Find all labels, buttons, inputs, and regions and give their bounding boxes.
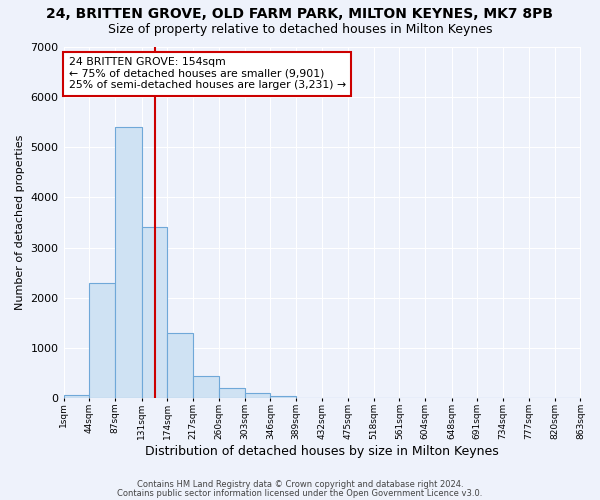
Text: Contains HM Land Registry data © Crown copyright and database right 2024.: Contains HM Land Registry data © Crown c… (137, 480, 463, 489)
Bar (219, 388, 245, 398)
Y-axis label: Number of detached properties: Number of detached properties (15, 135, 25, 310)
Bar (271, 396, 296, 398)
X-axis label: Distribution of detached houses by size in Milton Keynes: Distribution of detached houses by size … (145, 444, 499, 458)
Text: Size of property relative to detached houses in Milton Keynes: Size of property relative to detached ho… (108, 22, 492, 36)
Bar (64, 394, 89, 398)
Bar (89, 283, 115, 399)
Text: 24, BRITTEN GROVE, OLD FARM PARK, MILTON KEYNES, MK7 8PB: 24, BRITTEN GROVE, OLD FARM PARK, MILTON… (47, 8, 554, 22)
Text: 24 BRITTEN GROVE: 154sqm
← 75% of detached houses are smaller (9,901)
25% of sem: 24 BRITTEN GROVE: 154sqm ← 75% of detach… (69, 57, 346, 90)
Bar (193, 376, 219, 398)
Bar (142, 228, 167, 398)
Bar (115, 127, 142, 398)
Bar (167, 333, 193, 398)
Text: Contains public sector information licensed under the Open Government Licence v3: Contains public sector information licen… (118, 488, 482, 498)
Bar (245, 394, 271, 398)
